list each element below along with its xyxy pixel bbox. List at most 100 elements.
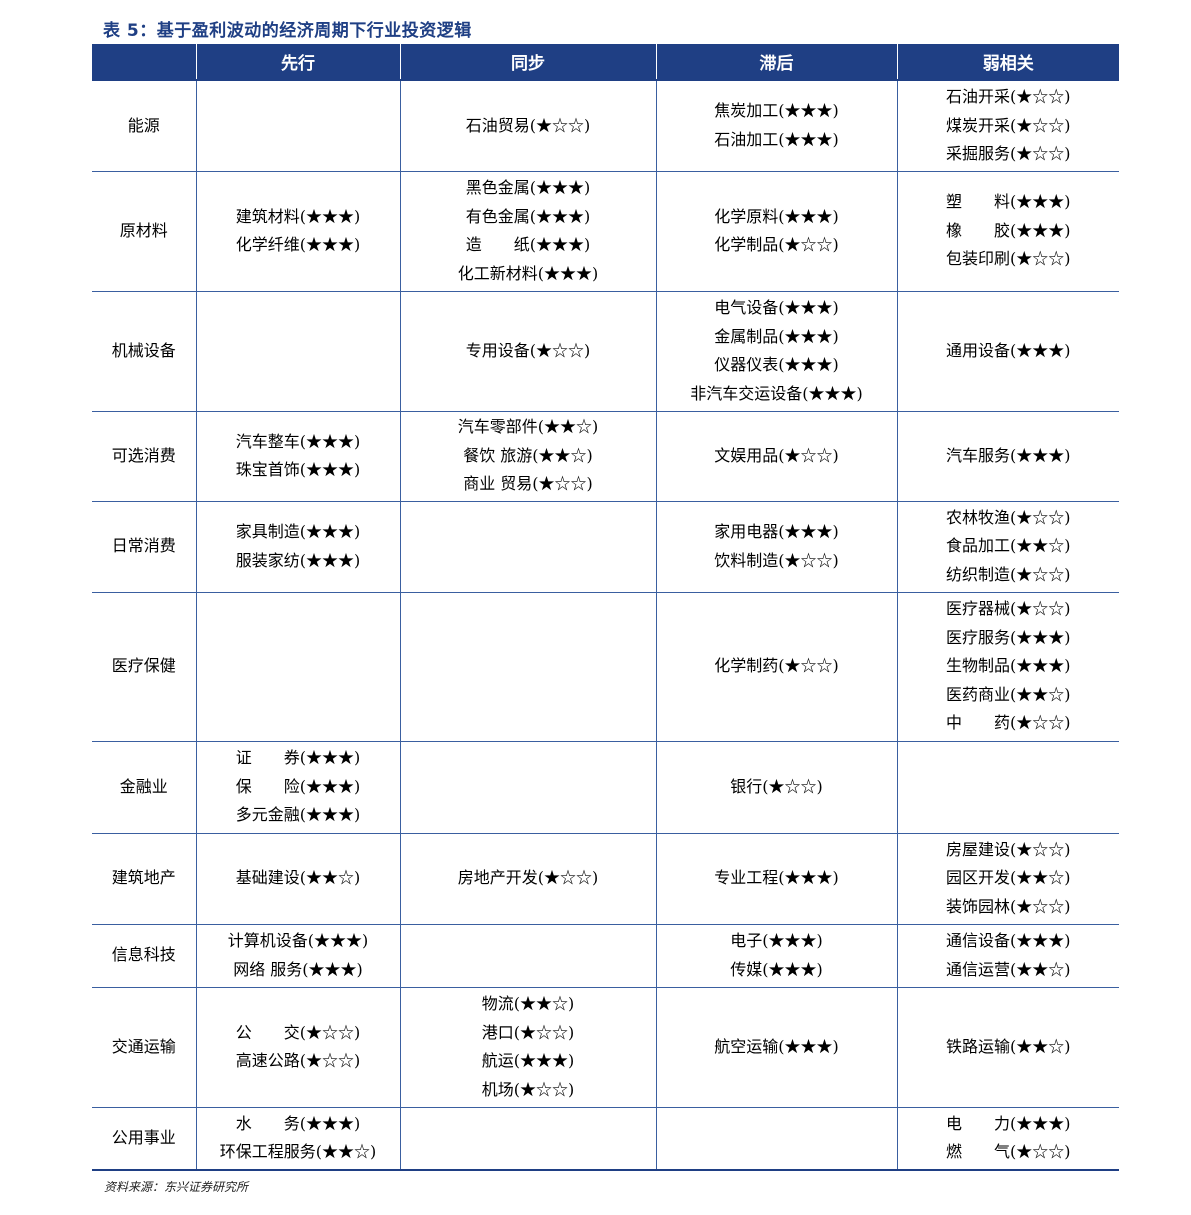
industry-item: 保 险(★★★) <box>235 776 361 796</box>
industry-item: 机场(★☆☆) <box>481 1079 575 1099</box>
sector-cell: 能源 <box>92 79 197 172</box>
industry-cycle-table: 先行 同步 滞后 弱相关 能源 石油贸易(★☆☆) 焦炭加工(★★★) 石油加工(★★… <box>92 44 1119 1171</box>
industry-item: 计算机设备(★★★) <box>227 931 369 950</box>
table-row: 建筑地产 基础建设(★★☆) 房地产开发(★☆☆) 专业工程(★★★) 房屋建设(★☆☆… <box>92 832 1119 925</box>
lagging-cell: 家用电器(★★★) 饮料制造(★☆☆) <box>655 500 898 593</box>
industry-item: 服装家纺(★★★) <box>235 550 361 570</box>
sector-cell: 原材料 <box>92 170 197 292</box>
industry-item: 公 交(★☆☆) <box>235 1022 361 1042</box>
industry-item: 煤炭开采(★☆☆) <box>946 115 1071 135</box>
industry-item: 医药商业(★★☆) <box>946 684 1071 704</box>
table-row: 公用事业 水 务(★★★) 环保工程服务(★★☆) 电 力(★★★) 燃 气(★☆☆) <box>92 1106 1119 1171</box>
weak-cell: 医疗器械(★☆☆) 医疗服务(★★★) 生物制品(★★★) 医药商业(★★☆) 中 药(… <box>896 591 1119 742</box>
leading-cell: 公 交(★☆☆) 高速公路(★☆☆) <box>195 986 401 1108</box>
industry-item: 燃 气(★☆☆) <box>946 1142 1071 1162</box>
sector-cell: 公用事业 <box>92 1106 197 1171</box>
lagging-cell: 电气设备(★★★) 金属制品(★★★) 仪器仪表(★★★) 非汽车交运设备(★★★) <box>655 290 898 412</box>
industry-item: 专用设备(★☆☆) <box>465 340 591 360</box>
table-body: 能源 石油贸易(★☆☆) 焦炭加工(★★★) 石油加工(★★★) 石油开采(★☆☆) 煤炭… <box>92 79 1119 1171</box>
lagging-cell: 化学原料(★★★) 化学制品(★☆☆) <box>655 170 898 292</box>
industry-item: 高速公路(★☆☆) <box>235 1051 361 1070</box>
table-row: 交通运输 公 交(★☆☆) 高速公路(★☆☆) 物流(★★☆) 港口(★☆☆) 航运(★★… <box>92 986 1119 1108</box>
source-note: 资料来源：东兴证券研究所 <box>104 1180 249 1194</box>
industry-item: 电 力(★★★) <box>946 1113 1071 1133</box>
weak-cell: 通信设备(★★★) 通信运营(★★☆) <box>896 923 1119 988</box>
header-row: 先行 同步 滞后 弱相关 <box>92 44 1119 80</box>
sync-cell: 物流(★★☆) 港口(★☆☆) 航运(★★★) 机场(★☆☆) <box>399 986 657 1108</box>
industry-item: 家用电器(★★★) <box>714 522 839 541</box>
leading-cell <box>195 290 401 412</box>
industry-item: 建筑材料(★★★) <box>235 206 361 226</box>
industry-item: 造 纸(★★★) <box>465 235 591 254</box>
weak-cell: 塑 料(★★★) 橡 胶(★★★) 包装印刷(★☆☆) <box>896 170 1119 292</box>
header-leading: 先行 <box>195 44 401 80</box>
industry-item: 黑色金属(★★★) <box>465 178 591 197</box>
sync-cell <box>399 500 657 593</box>
industry-item: 石油加工(★★★) <box>714 129 839 149</box>
leading-cell: 建筑材料(★★★) 化学纤维(★★★) <box>195 170 401 292</box>
industry-item: 电气设备(★★★) <box>714 298 839 317</box>
weak-cell: 铁路运输(★★☆) <box>896 986 1119 1108</box>
industry-item: 通信运营(★★☆) <box>946 959 1071 979</box>
industry-item: 汽车零部件(★★☆) <box>457 417 599 437</box>
industry-item: 商业 贸易(★☆☆) <box>463 474 593 494</box>
lagging-cell: 航空运输(★★★) <box>655 986 898 1108</box>
industry-item: 石油贸易(★☆☆) <box>465 115 591 135</box>
industry-item: 化学纤维(★★★) <box>235 235 361 254</box>
sector-cell: 日常消费 <box>92 500 197 593</box>
industry-item: 铁路运输(★★☆) <box>946 1036 1071 1056</box>
table-row: 能源 石油贸易(★☆☆) 焦炭加工(★★★) 石油加工(★★★) 石油开采(★☆☆) 煤炭… <box>92 79 1119 172</box>
table-row: 信息科技 计算机设备(★★★) 网络 服务(★★★) 电子(★★★) 传媒(★★★) 通信… <box>92 923 1119 988</box>
sync-cell: 石油贸易(★☆☆) <box>399 79 657 172</box>
table-row: 机械设备 专用设备(★☆☆) 电气设备(★★★) 金属制品(★★★) 仪器仪表(★★★)… <box>92 290 1119 412</box>
sector-cell: 交通运输 <box>92 986 197 1108</box>
industry-item: 饮料制造(★☆☆) <box>714 550 839 570</box>
industry-item: 基础建设(★★☆) <box>235 868 361 888</box>
industry-item: 证 券(★★★) <box>235 748 361 768</box>
industry-item: 化学原料(★★★) <box>714 206 839 226</box>
lagging-cell: 专业工程(★★★) <box>655 832 898 925</box>
header-sector <box>92 44 197 80</box>
lagging-cell: 焦炭加工(★★★) 石油加工(★★★) <box>655 79 898 172</box>
sync-cell: 黑色金属(★★★) 有色金属(★★★) 造 纸(★★★) 化工新材料(★★★) <box>399 170 657 292</box>
lagging-cell: 银行(★☆☆) <box>655 740 898 834</box>
industry-item: 采掘服务(★☆☆) <box>946 144 1071 163</box>
industry-item: 航运(★★★) <box>481 1051 575 1070</box>
sync-cell: 专用设备(★☆☆) <box>399 290 657 412</box>
industry-item: 非汽车交运设备(★★★) <box>690 383 863 403</box>
industry-item: 房屋建设(★☆☆) <box>946 839 1071 859</box>
leading-cell <box>195 591 401 742</box>
industry-item: 石油开采(★☆☆) <box>946 87 1071 106</box>
industry-item: 化工新材料(★★★) <box>457 263 599 283</box>
industry-item: 仪器仪表(★★★) <box>714 355 839 374</box>
table-title: 表 5：基于盈利波动的经济周期下行业投资逻辑 <box>103 21 472 41</box>
lagging-cell: 电子(★★★) 传媒(★★★) <box>655 923 898 988</box>
sector-cell: 金融业 <box>92 740 197 834</box>
sector-cell: 信息科技 <box>92 923 197 988</box>
industry-item: 橡 胶(★★★) <box>946 220 1071 240</box>
industry-item: 有色金属(★★★) <box>465 206 591 226</box>
industry-item: 家具制造(★★★) <box>235 522 361 541</box>
industry-item: 包装印刷(★☆☆) <box>946 249 1071 269</box>
sync-cell: 汽车零部件(★★☆) 餐饮 旅游(★★☆) 商业 贸易(★☆☆) <box>399 410 657 502</box>
leading-cell: 证 券(★★★) 保 险(★★★) 多元金融(★★★) <box>195 740 401 834</box>
industry-item: 焦炭加工(★★★) <box>714 101 839 121</box>
weak-cell: 石油开采(★☆☆) 煤炭开采(★☆☆) 采掘服务(★☆☆) <box>896 79 1119 172</box>
industry-item: 汽车服务(★★★) <box>946 445 1071 465</box>
sync-cell <box>399 1106 657 1171</box>
weak-cell: 农林牧渔(★☆☆) 食品加工(★★☆) 纺织制造(★☆☆) <box>896 500 1119 593</box>
weak-cell: 汽车服务(★★★) <box>896 410 1119 502</box>
industry-item: 传媒(★★★) <box>730 959 823 979</box>
sync-cell <box>399 591 657 742</box>
industry-item: 多元金融(★★★) <box>235 805 361 825</box>
industry-item: 化学制品(★☆☆) <box>714 235 839 254</box>
industry-item: 医疗器械(★☆☆) <box>946 599 1071 619</box>
header-weak: 弱相关 <box>896 44 1119 80</box>
industry-item: 生物制品(★★★) <box>946 656 1071 676</box>
industry-item: 塑 料(★★★) <box>946 192 1071 212</box>
industry-item: 金属制品(★★★) <box>714 326 839 346</box>
industry-item: 房地产开发(★☆☆) <box>457 868 599 888</box>
industry-item: 汽车整车(★★★) <box>235 431 361 451</box>
sync-cell <box>399 740 657 834</box>
industry-item: 电子(★★★) <box>730 931 823 950</box>
